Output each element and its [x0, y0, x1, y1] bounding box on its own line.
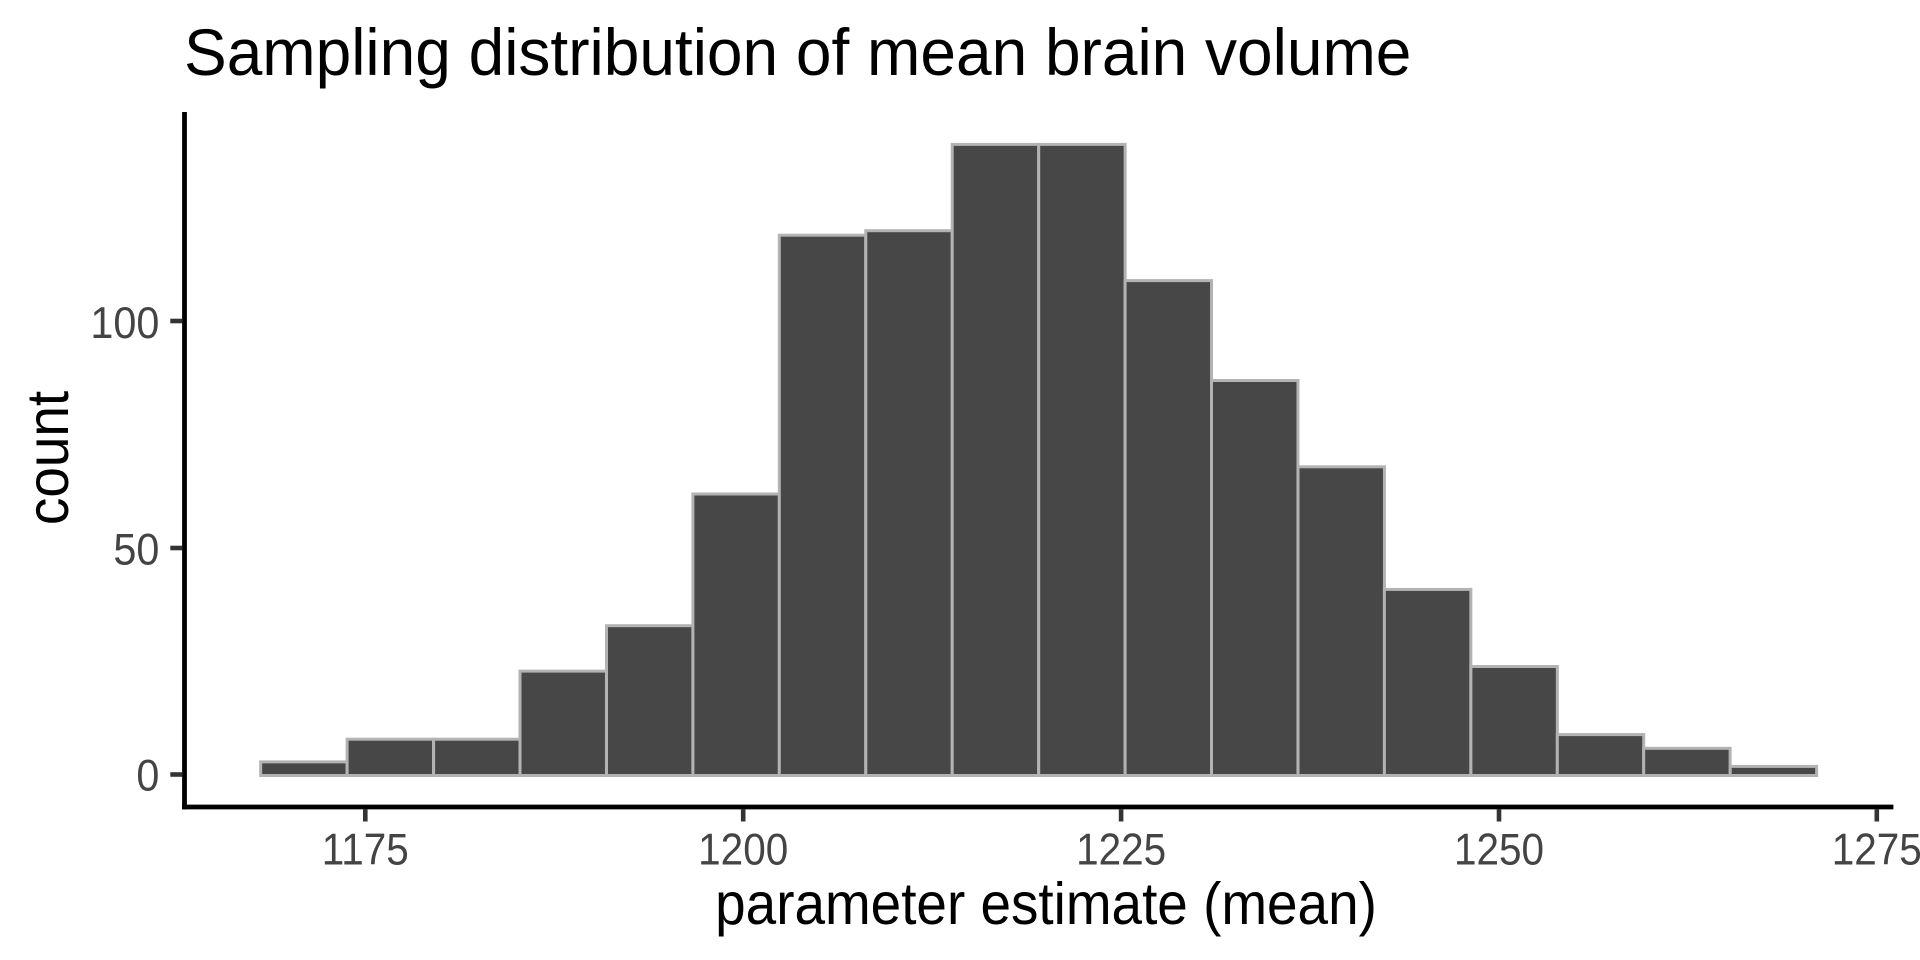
svg-text:1200: 1200 — [698, 825, 788, 875]
svg-text:Sampling distribution of mean: Sampling distribution of mean brain volu… — [184, 15, 1411, 89]
svg-text:1250: 1250 — [1454, 825, 1544, 875]
svg-text:1175: 1175 — [322, 825, 409, 875]
svg-text:0: 0 — [136, 751, 159, 801]
svg-text:50: 50 — [113, 525, 159, 575]
svg-text:100: 100 — [90, 298, 159, 348]
svg-text:1275: 1275 — [1832, 825, 1920, 875]
svg-text:1225: 1225 — [1076, 825, 1166, 875]
svg-text:parameter estimate (mean): parameter estimate (mean) — [715, 871, 1377, 937]
svg-text:count: count — [15, 391, 81, 525]
